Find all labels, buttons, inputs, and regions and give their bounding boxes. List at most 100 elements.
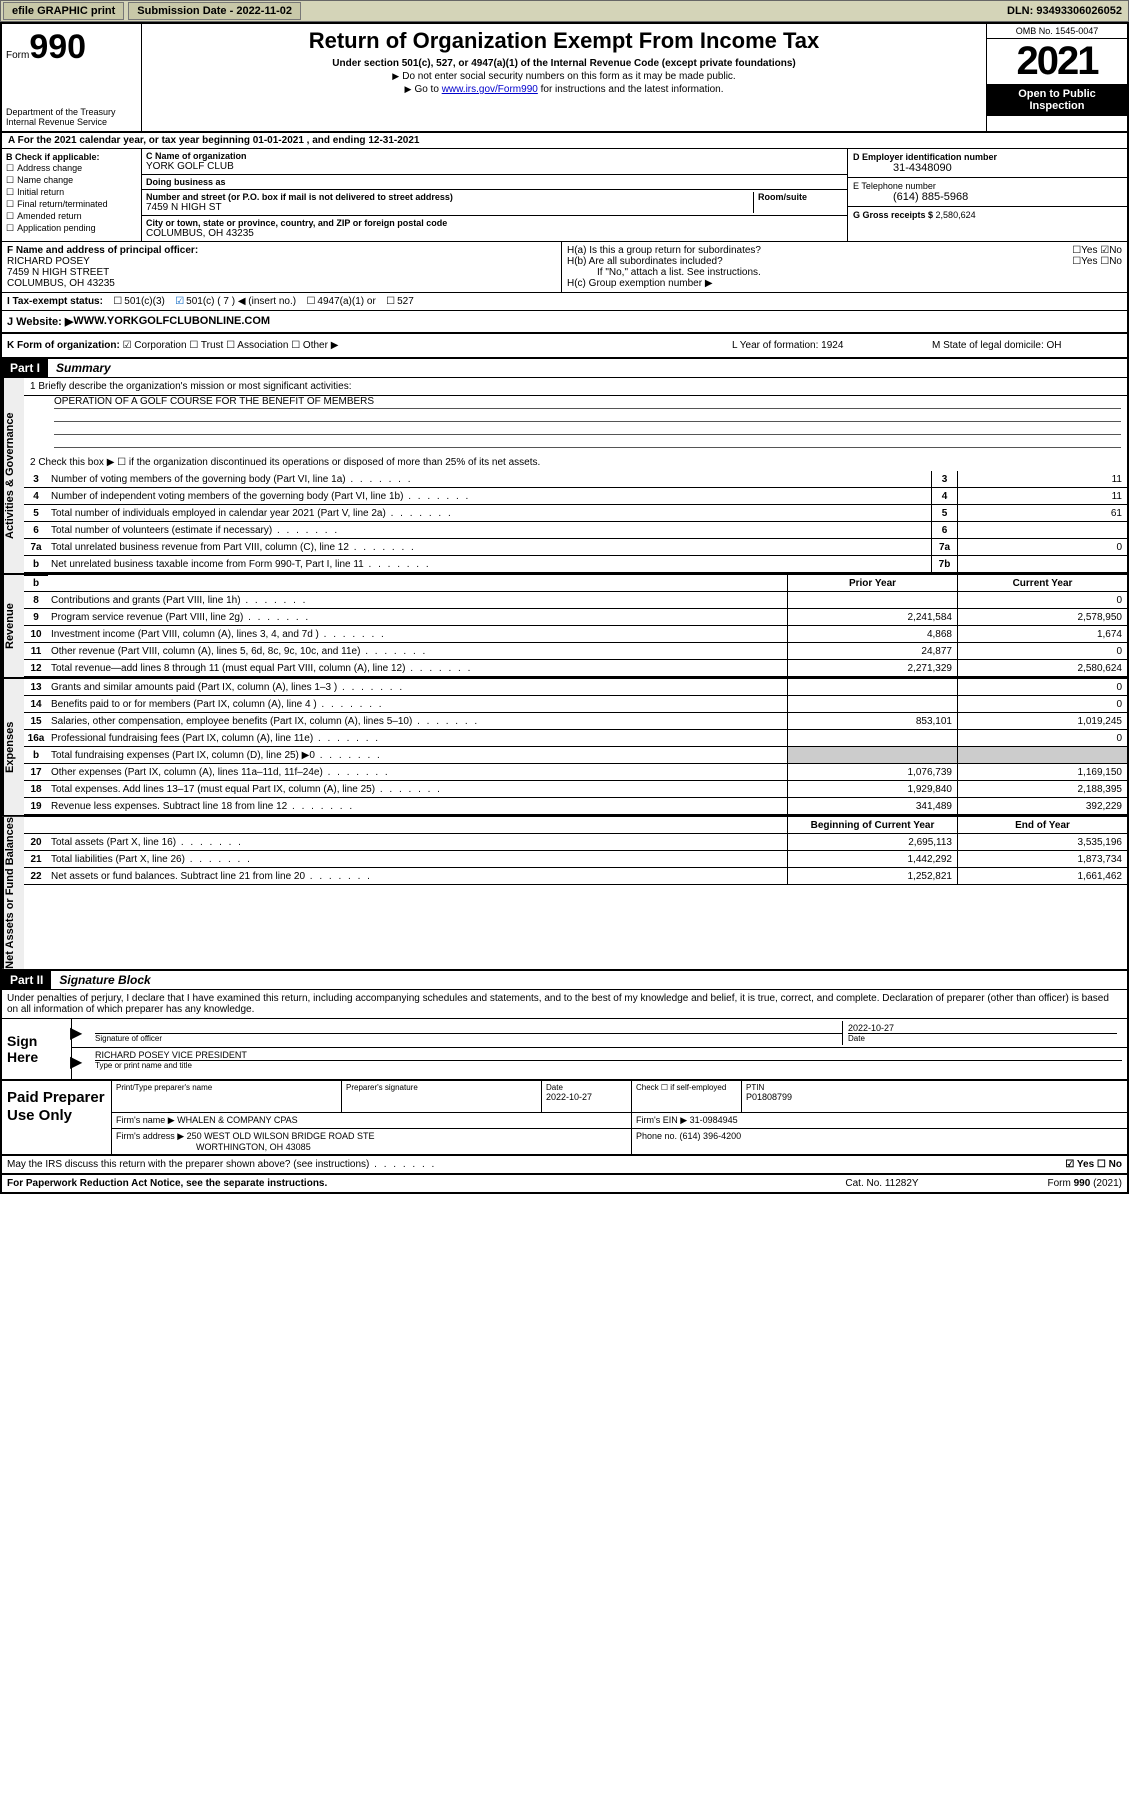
- cb-name-change[interactable]: Name change: [6, 175, 137, 186]
- part-i-num: Part I: [2, 359, 48, 377]
- year-formation: L Year of formation: 1924: [732, 340, 932, 351]
- line-2-discontinued: 2 Check this box ▶ ☐ if the organization…: [24, 454, 1127, 471]
- submission-date-value: 2022-11-02: [236, 5, 292, 17]
- firm-phone-label: Phone no.: [636, 1131, 680, 1141]
- officer-name: RICHARD POSEY: [7, 256, 556, 267]
- line-20: 20Total assets (Part X, line 16)2,695,11…: [24, 834, 1127, 851]
- part-i-title: Summary: [48, 359, 119, 377]
- ptin-value: P01808799: [746, 1092, 792, 1102]
- form-org-label: K Form of organization:: [7, 340, 120, 351]
- opt-527: 527: [397, 296, 414, 307]
- line-10: 10Investment income (Part VIII, column (…: [24, 626, 1127, 643]
- sign-date-label: Date: [848, 1033, 1117, 1043]
- may-discuss-answer: ☑ Yes ☐ No: [1065, 1159, 1122, 1170]
- tab-expenses: Expenses: [2, 679, 24, 815]
- cb-address-change[interactable]: Address change: [6, 163, 137, 174]
- org-name: YORK GOLF CLUB: [146, 161, 234, 172]
- hc-question: H(c) Group exemption number ▶: [567, 278, 1122, 289]
- submission-date-button[interactable]: Submission Date - 2022-11-02: [128, 2, 301, 20]
- mission-prompt: 1 Briefly describe the organization's mi…: [24, 378, 1127, 396]
- form-990-page: Form990 Department of the Treasury Inter…: [0, 22, 1129, 1194]
- dba-label: Doing business as: [146, 177, 843, 187]
- cb-final-return[interactable]: Final return/terminated: [6, 199, 137, 210]
- irs-link[interactable]: www.irs.gov/Form990: [442, 84, 538, 95]
- hb-question: H(b) Are all subordinates included?: [567, 256, 723, 267]
- tab-net-assets: Net Assets or Fund Balances: [2, 817, 24, 969]
- open-to-public: Open to Public Inspection: [987, 84, 1127, 116]
- street-value: 7459 N HIGH ST: [146, 202, 222, 213]
- summary-expenses: Expenses 13Grants and similar amounts pa…: [2, 679, 1127, 817]
- prep-date-label: Date: [546, 1083, 627, 1092]
- gov-line-6: 6Total number of volunteers (estimate if…: [24, 522, 1127, 539]
- line-19: 19Revenue less expenses. Subtract line 1…: [24, 798, 1127, 815]
- mission-blank-2: [54, 422, 1121, 435]
- revenue-header-row: b Prior Year Current Year: [24, 575, 1127, 592]
- cb-amended-return[interactable]: Amended return: [6, 211, 137, 222]
- city-value: COLUMBUS, OH 43235: [146, 228, 254, 239]
- ha-question: H(a) Is this a group return for subordin…: [567, 245, 761, 256]
- cb-4947[interactable]: [304, 296, 317, 307]
- cb-initial-return[interactable]: Initial return: [6, 187, 137, 198]
- mission-text-area: OPERATION OF A GOLF COURSE FOR THE BENEF…: [24, 396, 1127, 454]
- col-current-year: Current Year: [957, 575, 1127, 591]
- gov-line-7a: 7aTotal unrelated business revenue from …: [24, 539, 1127, 556]
- mission-text: OPERATION OF A GOLF COURSE FOR THE BENEF…: [54, 396, 1121, 409]
- opt-501c3: 501(c)(3): [124, 296, 165, 307]
- firm-name: WHALEN & COMPANY CPAS: [177, 1115, 298, 1125]
- prep-sig-label: Preparer's signature: [346, 1083, 537, 1092]
- sign-here-label: Sign Here: [2, 1019, 72, 1079]
- officer-addr2: COLUMBUS, OH 43235: [7, 278, 556, 289]
- efile-top-bar: efile GRAPHIC print Submission Date - 20…: [0, 0, 1129, 22]
- ein-label: D Employer identification number: [853, 152, 1122, 162]
- form-number-block: Form990 Department of the Treasury Inter…: [2, 24, 142, 131]
- row-k-form-org: K Form of organization: ☑ Corporation ☐ …: [2, 334, 1127, 359]
- org-info-block: B Check if applicable: Address change Na…: [2, 149, 1127, 242]
- paperwork-notice: For Paperwork Reduction Act Notice, see …: [7, 1178, 802, 1189]
- cb-527[interactable]: [384, 296, 397, 307]
- summary-revenue: Revenue b Prior Year Current Year 8Contr…: [2, 575, 1127, 679]
- form-word: Form: [6, 50, 29, 61]
- col-de: D Employer identification number 31-4348…: [847, 149, 1127, 241]
- cb-application-pending[interactable]: Application pending: [6, 223, 137, 234]
- dln: DLN: 93493306026052: [1007, 5, 1128, 17]
- form-title: Return of Organization Exempt From Incom…: [148, 28, 980, 54]
- principal-officer: F Name and address of principal officer:…: [2, 242, 562, 292]
- part-ii-header: Part II Signature Block: [2, 971, 1127, 990]
- prep-date: 2022-10-27: [546, 1092, 592, 1102]
- officer-label: F Name and address of principal officer:: [7, 245, 556, 256]
- sign-date: 2022-10-27: [848, 1023, 1117, 1033]
- cb-501c3[interactable]: [111, 296, 124, 307]
- firm-addr2: WORTHINGTON, OH 43085: [116, 1142, 627, 1152]
- part-ii-title: Signature Block: [51, 971, 158, 989]
- line-16a: 16aProfessional fundraising fees (Part I…: [24, 730, 1127, 747]
- line-9: 9Program service revenue (Part VIII, lin…: [24, 609, 1127, 626]
- firm-addr1: 250 WEST OLD WILSON BRIDGE ROAD STE: [187, 1131, 375, 1141]
- col-b-label: B Check if applicable:: [6, 152, 137, 162]
- sign-here-block: Sign Here Signature of officer 2022-10-2…: [2, 1019, 1127, 1081]
- summary-net-assets: Net Assets or Fund Balances Beginning of…: [2, 817, 1127, 971]
- firm-ein-label: Firm's EIN ▶: [636, 1115, 690, 1125]
- ein-value: 31-4348090: [853, 162, 1122, 174]
- opt-4947: 4947(a)(1) or: [317, 296, 375, 307]
- line-b: bTotal fundraising expenses (Part IX, co…: [24, 747, 1127, 764]
- room-label: Room/suite: [758, 192, 843, 202]
- paid-preparer-block: Paid Preparer Use Only Print/Type prepar…: [2, 1081, 1127, 1156]
- street-label: Number and street (or P.O. box if mail i…: [146, 192, 753, 202]
- submission-date-label: Submission Date -: [137, 5, 236, 17]
- omb-number: OMB No. 1545-0047: [987, 24, 1127, 39]
- paid-preparer-label: Paid Preparer Use Only: [2, 1081, 112, 1154]
- firm-phone: (614) 396-4200: [680, 1131, 742, 1141]
- line-11: 11Other revenue (Part VIII, column (A), …: [24, 643, 1127, 660]
- efile-graphic-print-button[interactable]: efile GRAPHIC print: [3, 2, 124, 20]
- phone-label: E Telephone number: [853, 181, 1122, 191]
- perjury-declaration: Under penalties of perjury, I declare th…: [2, 990, 1127, 1019]
- may-discuss-question: May the IRS discuss this return with the…: [7, 1159, 369, 1170]
- gross-receipts-value: 2,580,624: [936, 210, 976, 220]
- col-end-year: End of Year: [957, 817, 1127, 833]
- col-prior-year: Prior Year: [787, 575, 957, 591]
- gov-line-7b: bNet unrelated business taxable income f…: [24, 556, 1127, 573]
- summary-governance: Activities & Governance 1 Briefly descri…: [2, 378, 1127, 575]
- gross-receipts-label: G Gross receipts $: [853, 210, 936, 220]
- cb-501c[interactable]: [173, 296, 186, 307]
- year-block: OMB No. 1545-0047 2021 Open to Public In…: [987, 24, 1127, 131]
